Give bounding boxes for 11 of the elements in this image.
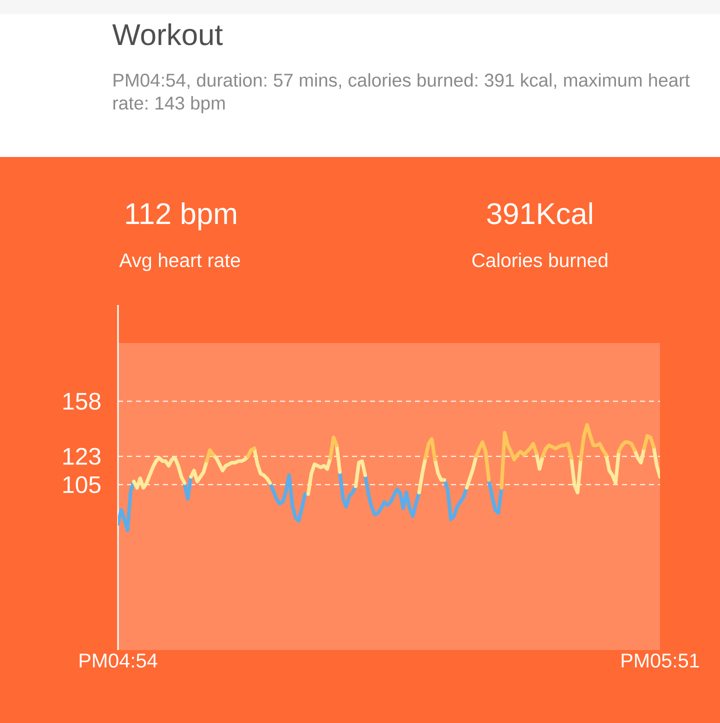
chart-title: Workout (112, 23, 223, 46)
y-tick-label: 105 (63, 476, 100, 494)
y-tick-label: 123 (63, 448, 100, 465)
text: 112 bpm (126, 202, 236, 230)
x-tick-label: PM04:54 (80, 654, 158, 668)
y-tick-label: 158 (63, 392, 100, 410)
text: 391Kcal (487, 202, 592, 224)
text: Calories burned (472, 252, 608, 268)
chart-subtitle: PM04:54, duration: 57 mins, calories burned: 391 kcal, maximum heart rate: 143 bpm (113, 73, 690, 114)
x-tick-label: PM05:51 (622, 654, 699, 668)
text: Avg heart rate (119, 252, 240, 272)
